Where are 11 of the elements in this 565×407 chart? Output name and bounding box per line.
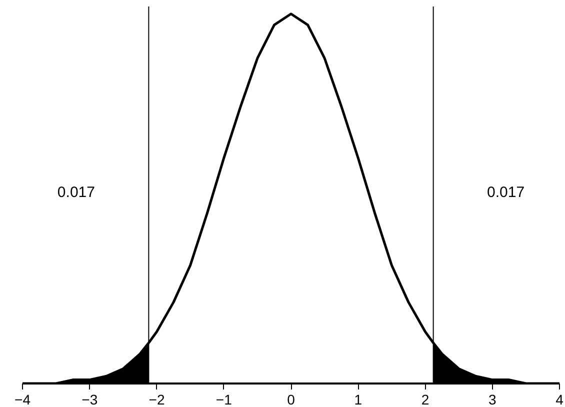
x-tick-label: −3	[82, 392, 98, 407]
x-tick-label: 4	[556, 392, 564, 407]
annotation: 0.017	[487, 184, 525, 201]
x-tick-label: 2	[421, 392, 430, 407]
x-tick-label: −4	[14, 392, 31, 407]
x-tick-label: 0	[287, 392, 296, 407]
x-tick-label: −2	[148, 392, 165, 407]
x-tick-label: −1	[216, 392, 232, 407]
x-tick-label: 1	[354, 392, 362, 407]
annotation: 0.017	[57, 184, 95, 201]
x-tick-label: 3	[488, 392, 496, 407]
